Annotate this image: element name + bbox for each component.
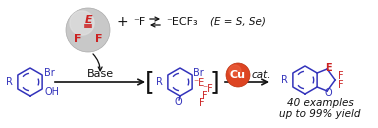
Text: cat.: cat. [252, 70, 271, 80]
Text: ⁻F: ⁻F [202, 84, 213, 94]
Text: up to 99% yield: up to 99% yield [279, 109, 361, 119]
Text: F: F [74, 34, 82, 44]
Text: R: R [281, 75, 288, 85]
Text: F: F [338, 71, 344, 81]
Circle shape [66, 8, 110, 52]
Text: ]: ] [209, 70, 219, 94]
Text: ⁻ECF₃: ⁻ECF₃ [166, 17, 198, 27]
Text: Cu: Cu [230, 70, 246, 80]
Text: ⁻F: ⁻F [133, 17, 145, 27]
Text: Br: Br [44, 68, 55, 78]
Text: E: E [85, 15, 93, 25]
Text: +: + [116, 15, 128, 29]
Text: OH: OH [44, 87, 59, 97]
FancyArrowPatch shape [150, 17, 159, 21]
FancyArrowPatch shape [151, 23, 160, 27]
Text: [: [ [145, 70, 155, 94]
Text: F: F [95, 34, 103, 44]
Text: F: F [202, 91, 208, 101]
Text: F: F [199, 98, 204, 108]
Text: F: F [338, 80, 344, 90]
Text: R: R [156, 77, 163, 87]
Circle shape [70, 11, 94, 35]
Text: O: O [174, 97, 182, 107]
FancyArrowPatch shape [93, 54, 102, 71]
Text: R: R [6, 77, 13, 87]
Text: 40 examples: 40 examples [287, 98, 353, 108]
Text: Br: Br [193, 68, 204, 78]
Text: O: O [324, 88, 332, 98]
Text: E: E [325, 63, 332, 73]
Circle shape [226, 63, 250, 87]
Circle shape [229, 65, 241, 77]
Text: ⁻E: ⁻E [193, 78, 204, 88]
Text: Base: Base [87, 69, 113, 79]
Text: (E = S, Se): (E = S, Se) [210, 17, 266, 27]
